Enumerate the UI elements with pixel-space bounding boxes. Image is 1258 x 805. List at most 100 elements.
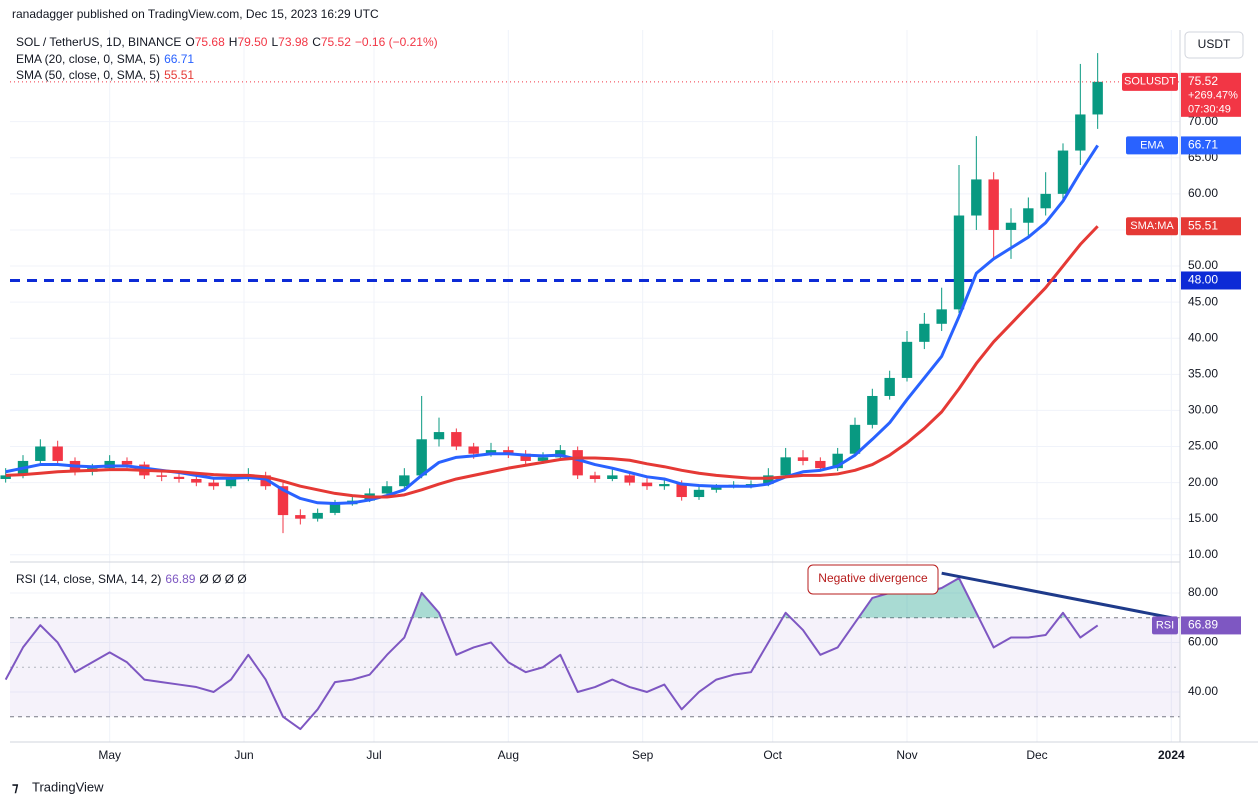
ma-value: 55.51: [164, 68, 195, 82]
currency-button[interactable]: [1184, 31, 1244, 59]
candle-body: [867, 395, 878, 425]
y-tick-label: 70.00: [1188, 114, 1218, 128]
y-tick-label: 20.00: [1188, 475, 1218, 489]
candle-body: [693, 489, 705, 498]
candle-body: [676, 484, 687, 498]
candle-body: [537, 457, 549, 461]
candle-body: [208, 482, 219, 487]
price-box: [1181, 72, 1241, 117]
candle-body: [659, 484, 670, 487]
candle-body: [745, 484, 757, 486]
candle-body: [260, 475, 271, 487]
rsi-value-box: [1181, 616, 1241, 635]
ma-tag: [1126, 136, 1178, 155]
candle-body: [451, 432, 462, 447]
candle-body: [52, 446, 63, 461]
candle-body: [381, 486, 393, 494]
candle-body: [971, 179, 982, 216]
candle-body: [832, 453, 843, 469]
candle-body: [815, 460, 826, 469]
candle-body: [277, 486, 289, 516]
candle-body: [884, 377, 895, 396]
published: ranadagger published on TradingView.com,…: [12, 7, 379, 21]
candle-body: [797, 457, 809, 461]
candle-body: [1005, 222, 1017, 230]
ohlc-value: −0.16 (−0.21%): [354, 35, 438, 49]
trendline: [941, 571, 1172, 620]
candle-body: [225, 478, 237, 487]
price-box-countdown: 07:30:49: [1188, 104, 1231, 116]
y-tick-label: 40.00: [1188, 684, 1218, 698]
y-tick-label: 60.00: [1188, 186, 1218, 200]
ma-line: [5, 225, 1099, 499]
candle-body: [936, 309, 947, 324]
candle-body: [1023, 208, 1034, 223]
rsi-tag-name: RSI: [1156, 619, 1174, 631]
ohlc-value: 75.68: [194, 35, 225, 49]
currency[interactable]: USDT: [1198, 37, 1231, 51]
legend-symbol: SOL / TetherUS, 1D, BINANCE O75.68 H79.50 L…: [16, 35, 446, 49]
candle-body: [711, 486, 722, 490]
candle-body: [1075, 114, 1086, 151]
ma-tag-name: EMA: [1140, 139, 1165, 151]
rsi-band: [10, 617, 1180, 717]
candle-body: [0, 475, 11, 479]
candle-body: [156, 475, 167, 477]
y-tick-label: 15.00: [1188, 511, 1218, 525]
x-tick-label: May: [98, 748, 121, 762]
x-tick-label: Jun: [234, 748, 253, 762]
annotation-box: [807, 564, 939, 595]
ma-value-box: [1181, 217, 1241, 236]
annotation: Negative divergence: [818, 571, 928, 585]
ohlc-value: 75.52: [320, 35, 351, 49]
price-box-change: +269.47%: [1188, 90, 1238, 102]
y-tick-label: 35.00: [1188, 366, 1218, 380]
y-tick-label: 30.00: [1188, 403, 1218, 417]
candle-body: [295, 515, 306, 519]
ma-value-box: [1181, 136, 1241, 155]
labels: May Jun Jul Aug Sep Oct Nov Dec 2024 10.00 15.00 20…: [98, 72, 1241, 762]
candle-body: [468, 446, 479, 454]
y-tick-label: 60.00: [1188, 635, 1218, 649]
ma-value: 66.71: [164, 52, 195, 66]
candle-body: [641, 482, 653, 487]
candle-body: [399, 475, 410, 487]
logo-mark: ⁊: [12, 779, 19, 794]
x-tick-label: 2024: [1158, 748, 1185, 762]
x-tick-label: Sep: [632, 748, 654, 762]
ma-row: SMA (50, close, 0, SMA, 5) 55.51: [16, 68, 198, 82]
ma-row: EMA (20, close, 0, SMA, 5) 66.71: [16, 52, 198, 66]
level-label: 48.00: [1188, 273, 1218, 287]
price-tag: [1122, 72, 1178, 91]
price-tag-name: SOLUSDT: [1124, 76, 1176, 88]
rsi-title: RSI (14, close, SMA, 14, 2): [16, 572, 162, 586]
symbol: SOL / TetherUS, 1D, BINANCE: [16, 35, 182, 49]
ohlc: O75.68 H79.50 L73.98 C75.52 −0.16 (−0.21%): [185, 35, 441, 49]
grid: [10, 30, 1180, 742]
candle-body: [121, 460, 133, 465]
rsi-value: 66.89: [165, 572, 196, 586]
y-tick-label: 40.00: [1188, 330, 1218, 344]
candle-body: [1040, 193, 1051, 209]
x-tick-label: Nov: [896, 748, 917, 762]
ma-value-label: 66.71: [1188, 138, 1218, 152]
price-box-value: 75.52: [1188, 74, 1218, 88]
candle-body: [433, 432, 445, 440]
rsi-tag: [1152, 616, 1178, 635]
ma-value-label: 55.51: [1188, 218, 1218, 232]
candle-body: [485, 450, 497, 454]
ma-name: EMA (20, close, 0, SMA, 5): [16, 52, 161, 66]
rsi-value-label: 66.89: [1188, 618, 1218, 632]
rsi-overbought-fill: [412, 578, 1067, 618]
y-tick-label: 80.00: [1188, 585, 1218, 599]
candle-body: [416, 439, 427, 476]
candle-body: [624, 475, 635, 483]
candle-body: [503, 450, 514, 454]
candle-body: [901, 341, 913, 378]
candle-body: [1057, 150, 1069, 194]
candle-body: [988, 179, 999, 230]
x-tick-label: Jul: [366, 748, 381, 762]
ma-legend: EMA (20, close, 0, SMA, 5) 66.71 SMA (50, …: [16, 52, 198, 84]
